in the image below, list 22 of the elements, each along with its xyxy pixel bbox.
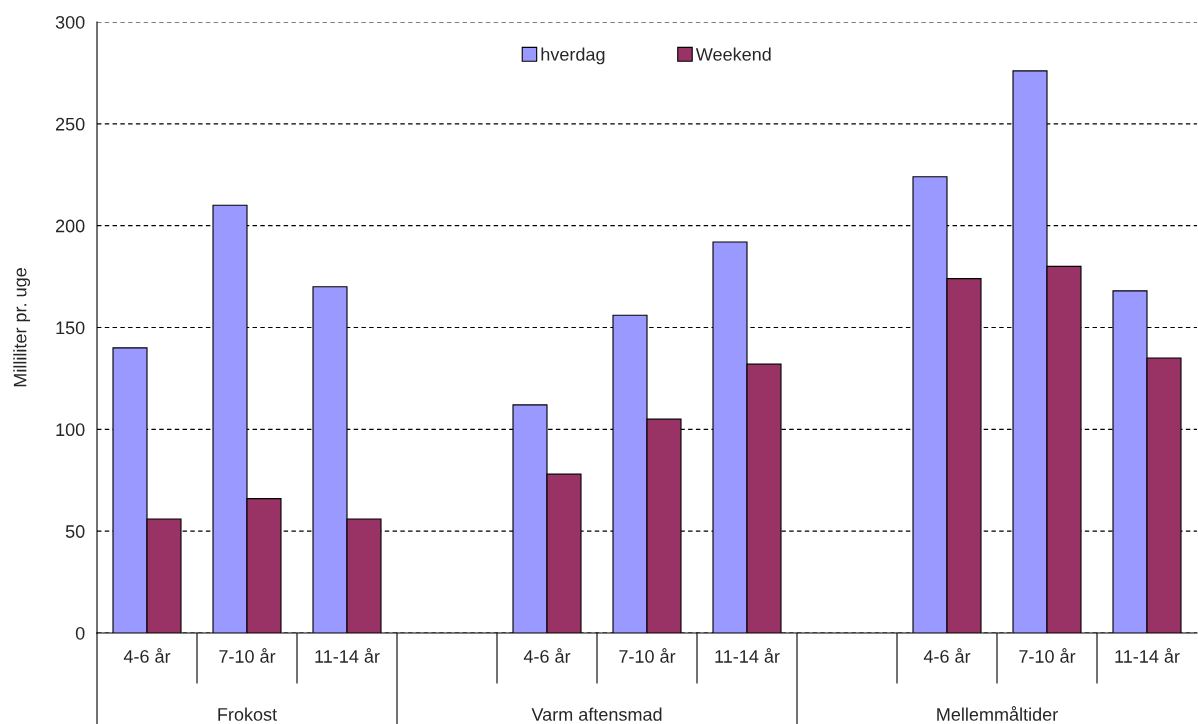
x-tick-label: 7-10 år: [619, 648, 676, 663]
legend-label: hverdag: [541, 47, 605, 65]
x-tick-label: 4-6 år: [123, 648, 171, 663]
text: Varm aftensmad: [531, 707, 662, 721]
x-tick-label: 7-10 år: [219, 648, 276, 663]
x-tick-label: 11-14 år: [315, 648, 380, 663]
x-tick-label: 4-6 år: [523, 648, 571, 663]
x-tick-label: 7-10 år: [1019, 648, 1076, 663]
x-tick-label: 11-14 år: [715, 648, 780, 663]
text: Frokost: [218, 707, 277, 721]
y-tick-label: 250: [55, 117, 85, 131]
text: Mellemmåltider: [937, 706, 1058, 721]
x-tick-label: 4-6 år: [923, 648, 971, 663]
y-tick-label: 0: [75, 626, 85, 640]
x-tick-label: 11-14 år: [1115, 648, 1180, 663]
y-tick-label: 50: [65, 525, 85, 538]
y-axis-title: Milliliter pr. uge: [13, 268, 31, 387]
y-tick-label: 200: [55, 219, 85, 233]
y-tick-label: 150: [56, 321, 85, 335]
y-tick-label: 300: [55, 15, 85, 29]
y-tick-label: 100: [56, 423, 85, 437]
legend-label: Weekend: [695, 47, 771, 61]
